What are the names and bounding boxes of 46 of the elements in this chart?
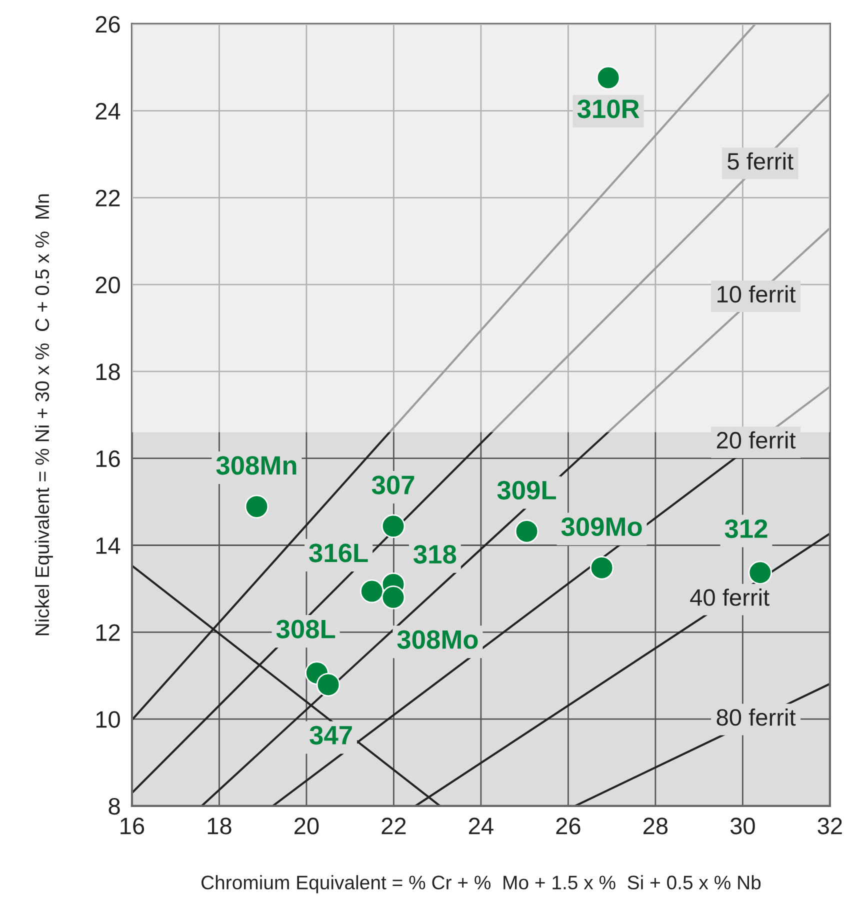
- annotation: 80 ferrit: [716, 708, 796, 726]
- x-tick-label: 24: [469, 818, 494, 834]
- annotation: 10 ferrit: [718, 285, 796, 303]
- annotation: 309Mo: [561, 517, 642, 536]
- point: [748, 560, 772, 585]
- point: [381, 585, 406, 610]
- annotation: 307: [372, 476, 414, 494]
- y-axis-title: Nickel Equivalent = % Ni + 30 x % C + 0.5 x % Mn: [34, 194, 53, 636]
- y-tick-label: 26: [96, 16, 120, 33]
- annotation: 316L: [309, 544, 368, 562]
- point: [596, 66, 620, 90]
- annotation: 308L: [276, 620, 336, 638]
- annotation: 318: [414, 544, 456, 564]
- annotation: 308Mo: [397, 630, 478, 649]
- y-tick-label: 14: [96, 538, 120, 554]
- x-tick-label: 32: [818, 818, 842, 834]
- annotation: 40 ferrit: [690, 588, 770, 606]
- x-tick-label: 26: [556, 818, 580, 834]
- y-tick-label: 18: [96, 364, 120, 380]
- y-tick-label: 8: [108, 798, 120, 815]
- annotation: 308Mn: [216, 456, 296, 475]
- point: [244, 494, 269, 518]
- annotation: 5 ferrit: [728, 152, 794, 170]
- x-tick-label: 22: [382, 818, 406, 834]
- y-tick-label: 20: [96, 276, 120, 294]
- x-tick-label: 20: [294, 818, 319, 834]
- point: [381, 514, 406, 538]
- point: [514, 519, 539, 544]
- annotation: 347: [310, 726, 352, 745]
- y-tick-label: 12: [96, 624, 120, 641]
- x-tick-label: 28: [643, 818, 668, 834]
- annotation: 312: [724, 519, 768, 538]
- annotation: 309L: [497, 480, 556, 500]
- y-tick-label: 16: [96, 450, 120, 468]
- y-tick-label: 22: [96, 190, 120, 206]
- point: [360, 579, 384, 604]
- x-axis-title: Chromium Equivalent = % Cr + % Mo + 1.5 x % Si + 0.5 x % Nb: [202, 875, 761, 894]
- y-tick-label: 10: [96, 711, 120, 728]
- annotation: 20 ferrit: [716, 431, 796, 449]
- x-tick-label: 18: [208, 818, 232, 834]
- point: [590, 556, 614, 580]
- x-tick-label: 16: [120, 818, 144, 834]
- x-tick-label: 30: [730, 818, 755, 834]
- y-tick-label: 24: [96, 102, 120, 120]
- annotation: 310R: [577, 100, 640, 118]
- point: [316, 672, 340, 697]
